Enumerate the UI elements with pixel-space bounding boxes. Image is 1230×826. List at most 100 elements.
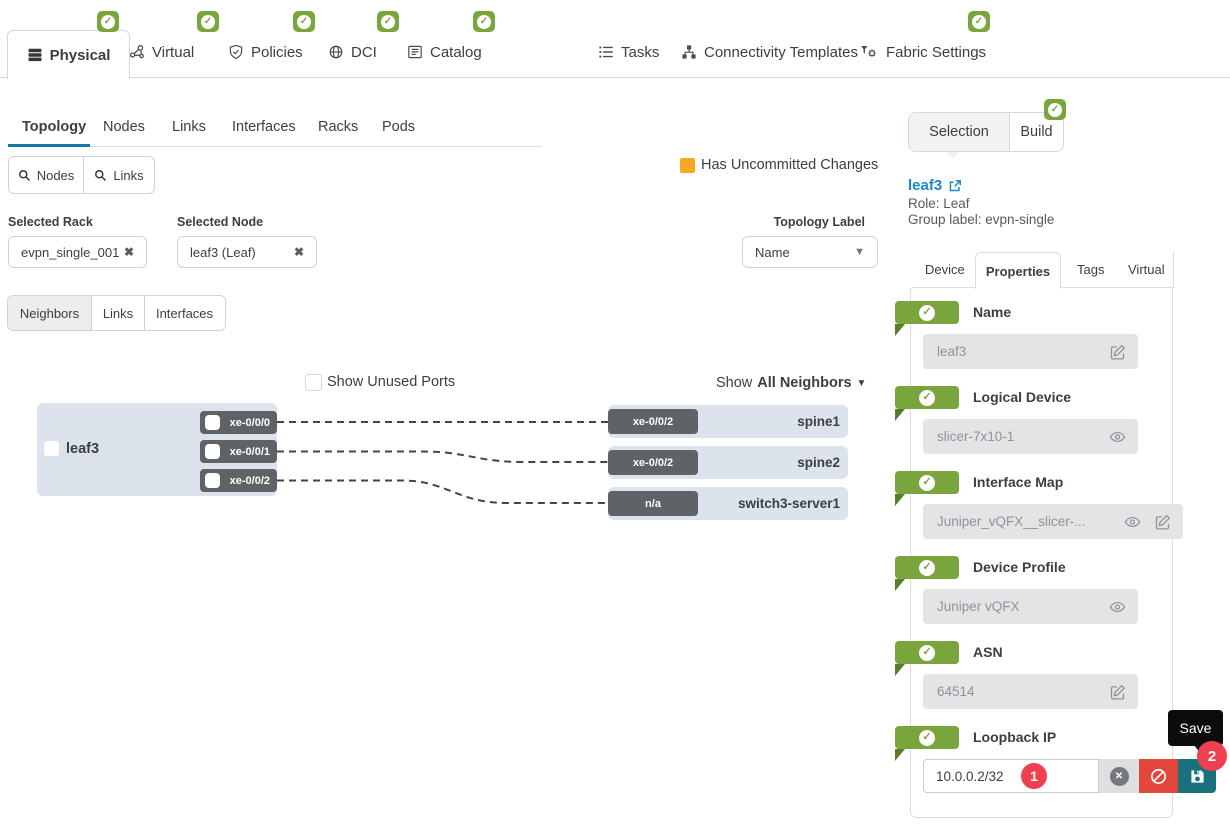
tab-label: Tasks: [621, 43, 660, 61]
view-tab-neighbors[interactable]: Neighbors: [8, 296, 91, 330]
clear-icon[interactable]: ✖: [293, 245, 304, 259]
view-tab-links[interactable]: Links: [102, 305, 134, 321]
property-label: Logical Device: [973, 389, 1072, 405]
loopback-ip-input[interactable]: [923, 759, 1099, 793]
tab-tasks[interactable]: Tasks: [598, 40, 659, 64]
property-value: slicer-7x10-1: [937, 429, 1015, 444]
tab-virtual[interactable]: Virtual: [1128, 262, 1165, 277]
globe-icon: [328, 44, 344, 60]
committed-check-ribbon: ✓: [895, 471, 959, 494]
port-checkbox[interactable]: [205, 473, 220, 488]
selected-node-link[interactable]: leaf3: [908, 177, 962, 194]
search-icon: [18, 169, 31, 182]
committed-check-ribbon: ✓: [895, 641, 959, 664]
selected-rack-combobox[interactable]: evpn_single_001 ✖: [8, 236, 147, 268]
neighbor-port-chip: n/a: [608, 491, 698, 516]
fabric-settings-icon: [860, 44, 879, 60]
subtab-pods[interactable]: Pods: [382, 119, 416, 135]
committed-check-ribbon: ✓: [895, 556, 959, 579]
uncommitted-changes-swatch: [680, 158, 695, 173]
port-label: xe-0/0/0: [229, 416, 270, 429]
tab-connectivity-templates[interactable]: Connectivity Templates: [681, 40, 858, 64]
show-unused-ports-label: Show Unused Ports: [327, 374, 456, 390]
property-value: 64514: [937, 684, 975, 699]
edit-icon[interactable]: [1110, 684, 1126, 700]
selected-node-label: Selected Node: [177, 215, 264, 229]
sitemap-icon: [681, 44, 697, 60]
edit-icon[interactable]: [1110, 344, 1126, 360]
property-field-asn: 64514: [923, 674, 1138, 709]
subtab-racks[interactable]: Racks: [318, 119, 359, 135]
ban-icon: [1149, 767, 1168, 786]
port-checkbox[interactable]: [205, 415, 220, 430]
property-field-device-profile: Juniper vQFX: [923, 589, 1138, 624]
tab-build[interactable]: Build: [1020, 124, 1053, 140]
eye-icon[interactable]: [1109, 431, 1126, 443]
tab-label: Virtual: [152, 43, 195, 61]
show-all-neighbors-dropdown[interactable]: Show All Neighbors ▼: [716, 375, 866, 391]
subtab-nodes[interactable]: Nodes: [103, 119, 145, 135]
tab-label: Physical: [49, 46, 111, 64]
node-link-label: leaf3: [908, 177, 943, 194]
committed-check-ribbon: ✓: [895, 386, 959, 409]
node-leaf3-label: leaf3: [66, 441, 100, 457]
property-field-interface-map: Juniper_vQFX__slicer-...: [923, 504, 1183, 539]
node-group-label: Group label: evpn-single: [908, 212, 1055, 227]
search-nodes-button[interactable]: Nodes: [9, 157, 83, 193]
view-switch-group: Neighbors Links Interfaces: [7, 295, 226, 331]
port-checkbox[interactable]: [205, 444, 220, 459]
clear-icon[interactable]: ✖: [123, 245, 134, 259]
eye-icon[interactable]: [1124, 516, 1141, 528]
ribbon-fold: [895, 324, 905, 336]
tab-selection[interactable]: Selection: [909, 113, 1009, 151]
subtab-links[interactable]: Links: [172, 119, 206, 135]
edit-icon[interactable]: [1155, 514, 1171, 530]
catalog-icon: [407, 44, 423, 60]
task-list-icon: [598, 44, 614, 60]
clear-value-button[interactable]: ✕: [1099, 759, 1139, 793]
property-value: Juniper vQFX: [937, 599, 1020, 614]
tab-tags[interactable]: Tags: [1077, 262, 1105, 277]
eye-icon[interactable]: [1109, 601, 1126, 613]
node-leaf3-checkbox[interactable]: [44, 441, 59, 456]
port-label: xe-0/0/1: [229, 445, 270, 458]
view-tab-interfaces[interactable]: Interfaces: [155, 305, 214, 321]
topology-label-select[interactable]: Name ▼: [742, 236, 878, 268]
node-role: Role: Leaf: [908, 196, 970, 211]
neighbor-port-chip: xe-0/0/2: [608, 450, 698, 475]
neighbor-name: spine1: [797, 414, 840, 429]
port-label: xe-0/0/2: [632, 456, 674, 469]
committed-badge-policies: ✓: [293, 11, 315, 32]
tab-properties[interactable]: Properties: [975, 252, 1061, 289]
subtab-topology[interactable]: Topology: [22, 119, 87, 135]
tab-catalog[interactable]: Catalog: [407, 40, 482, 64]
tab-dci[interactable]: DCI: [328, 40, 377, 64]
show-prefix: Show: [716, 375, 753, 391]
tab-virtual[interactable]: Virtual: [129, 40, 194, 64]
show-unused-ports-checkbox[interactable]: [305, 374, 322, 391]
search-links-button[interactable]: Links: [84, 157, 154, 193]
step-badge-2: 2: [1197, 741, 1227, 771]
neighbor-name: spine2: [797, 455, 840, 470]
tab-policies[interactable]: Policies: [228, 40, 303, 64]
network-icon: [129, 44, 145, 60]
property-value: leaf3: [937, 344, 967, 359]
port-label: xe-0/0/2: [632, 415, 674, 428]
neighbor-name: switch3-server1: [737, 496, 840, 511]
shield-icon: [228, 44, 244, 60]
tab-device[interactable]: Device: [925, 262, 965, 277]
subnav-active-underline: [8, 144, 90, 147]
property-label: Loopback IP: [973, 729, 1057, 745]
committed-badge-physical: ✓: [97, 11, 119, 32]
tab-physical[interactable]: Physical: [7, 30, 130, 79]
property-value: Juniper_vQFX__slicer-...: [937, 514, 1086, 529]
tab-label: DCI: [351, 43, 377, 61]
subtab-interfaces[interactable]: Interfaces: [232, 119, 296, 135]
show-value: All Neighbors: [757, 375, 852, 391]
cancel-edit-button[interactable]: [1139, 759, 1178, 793]
selected-node-combobox[interactable]: leaf3 (Leaf) ✖: [177, 236, 317, 268]
tab-fabric-settings[interactable]: Fabric Settings: [860, 40, 986, 64]
topology-label-value: Name: [755, 244, 790, 260]
port-label: n/a: [645, 497, 661, 510]
tab-label: Policies: [251, 43, 303, 61]
